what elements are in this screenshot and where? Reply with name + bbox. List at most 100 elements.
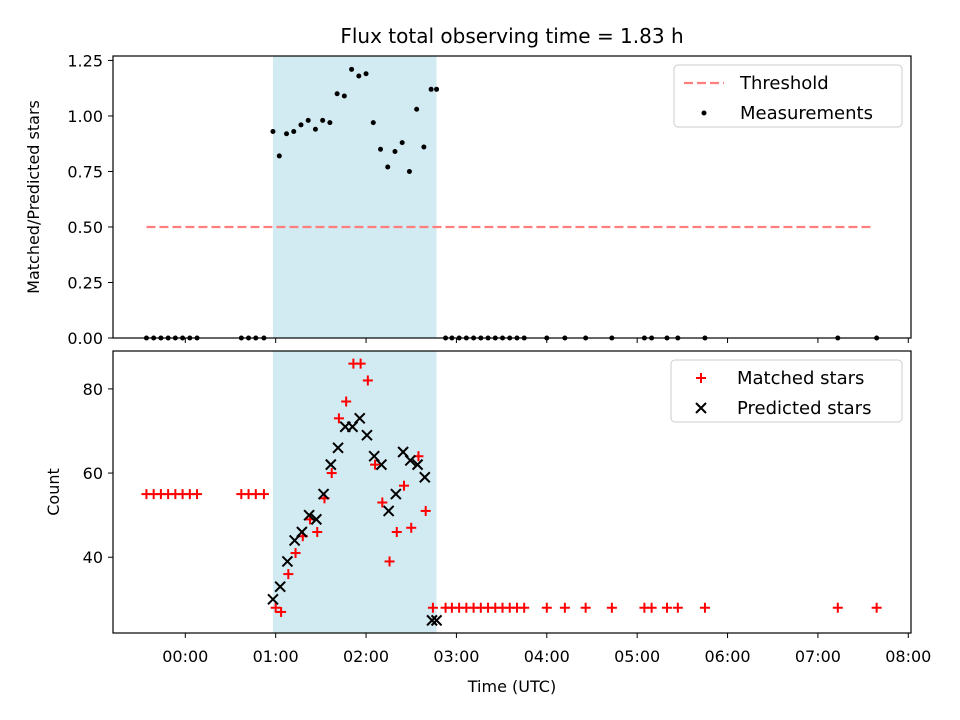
point-1-1-0 xyxy=(267,593,279,606)
legend-label-0-1: Measurements xyxy=(740,103,873,124)
point-1-0-49 xyxy=(580,602,591,613)
point-0-0-32 xyxy=(414,106,420,112)
point-1-1-9 xyxy=(332,442,344,454)
point-1-0-46 xyxy=(519,602,530,613)
observing-span-1 xyxy=(272,351,437,633)
point-1-0-15 xyxy=(290,548,301,559)
legend-box-0 xyxy=(673,64,903,128)
x-tick-label-2: 02:00 xyxy=(343,647,389,666)
legend-predicted-swatch xyxy=(695,402,707,414)
point-1-0-47 xyxy=(541,602,552,613)
plot-frame-1 xyxy=(112,350,912,634)
point-1-1-1 xyxy=(274,580,286,593)
legend-label-1-0: Matched stars xyxy=(737,368,864,389)
point-0-0-14 xyxy=(284,131,290,137)
y-tick-label-1-2: 80 xyxy=(83,380,103,399)
point-1-0-34 xyxy=(427,602,438,613)
point-1-1-13 xyxy=(361,429,373,441)
point-1-1-21 xyxy=(419,471,431,483)
point-0-0-34 xyxy=(428,86,434,92)
point-0-0-30 xyxy=(399,140,405,146)
x-tick-label-7: 07:00 xyxy=(795,647,841,666)
point-1-0-11 xyxy=(258,489,269,500)
point-1-0-31 xyxy=(406,522,417,533)
point-1-0-27 xyxy=(377,497,388,508)
point-1-0-48 xyxy=(559,602,570,613)
point-0-0-13 xyxy=(276,153,282,159)
point-0-0-22 xyxy=(341,93,347,99)
point-0-0-21 xyxy=(334,91,340,97)
point-1-1-20 xyxy=(411,458,424,471)
point-1-1-4 xyxy=(296,526,308,538)
point-0-0-15 xyxy=(291,128,297,134)
point-0-0-33 xyxy=(421,144,427,150)
x-tick-label-5: 05:00 xyxy=(614,647,660,666)
y-tick-label-0-3: 0.75 xyxy=(67,162,103,181)
x-tick-label-3: 03:00 xyxy=(433,647,479,666)
point-1-0-26 xyxy=(370,459,381,470)
point-0-0-35 xyxy=(434,86,440,92)
x-tick-label-1: 01:00 xyxy=(253,647,299,666)
point-1-0-7 xyxy=(192,489,203,500)
point-1-0-55 xyxy=(699,602,710,613)
point-1-0-18 xyxy=(312,526,323,537)
point-1-1-22 xyxy=(426,614,438,627)
ratio-panel: 0.00 0.25 0.50 0.75 1.00 1.25 Threshold Measure… xyxy=(67,51,912,348)
point-0-0-27 xyxy=(378,146,384,152)
point-1-1-7 xyxy=(317,488,330,500)
series-1-0 xyxy=(141,358,882,617)
chart-title: Flux total observing time = 1.83 h xyxy=(340,24,683,48)
point-0-0-17 xyxy=(305,117,311,123)
point-1-1-5 xyxy=(303,509,315,521)
y-tick-label-0-0: 0.00 xyxy=(67,329,103,348)
point-1-0-28 xyxy=(384,556,395,567)
point-1-0-33 xyxy=(420,505,431,516)
point-1-0-54 xyxy=(672,602,683,613)
x-tick-label-0: 00:00 xyxy=(162,647,208,666)
count-panel: 40 60 80 00:00 01:00 02:00 03:00 04:00 05:00 06:0… xyxy=(83,350,931,666)
point-1-0-25 xyxy=(362,375,373,386)
point-1-0-14 xyxy=(283,569,294,580)
y-tick-label-0-5: 1.25 xyxy=(67,51,103,70)
point-1-0-52 xyxy=(646,602,657,613)
point-1-0-12 xyxy=(270,602,281,613)
point-0-0-23 xyxy=(349,66,355,72)
y-tick-label-0-4: 1.00 xyxy=(67,107,103,126)
point-1-0-21 xyxy=(333,413,344,424)
y-tick-label-0-2: 0.50 xyxy=(67,218,103,237)
point-1-1-23 xyxy=(430,614,443,627)
point-1-0-57 xyxy=(871,602,882,613)
legend-label-1-1: Predicted stars xyxy=(737,398,871,419)
observing-span-0 xyxy=(272,56,437,338)
point-0-0-29 xyxy=(392,148,398,154)
y-tick-label-0-1: 0.25 xyxy=(67,273,103,292)
legend-box-1 xyxy=(670,359,903,423)
point-1-1-2 xyxy=(281,555,294,568)
y-axis-label-bottom: Count xyxy=(44,468,63,516)
point-1-0-56 xyxy=(832,602,843,613)
x-tick-label-8: 08:00 xyxy=(885,647,931,666)
point-1-1-8 xyxy=(325,458,337,471)
legend-label-0-0: Threshold xyxy=(739,73,829,94)
legend-matched-swatch xyxy=(696,373,706,383)
x-axis-label: Time (UTC) xyxy=(467,677,556,696)
point-0-0-25 xyxy=(363,71,369,77)
point-1-1-12 xyxy=(354,412,366,425)
point-1-1-19 xyxy=(404,454,417,467)
point-1-0-50 xyxy=(606,602,617,613)
legend-1: Matched stars Predicted stars xyxy=(670,359,903,423)
point-1-0-29 xyxy=(391,526,402,537)
point-1-1-16 xyxy=(382,505,395,517)
point-0-0-20 xyxy=(327,120,333,126)
point-1-0-30 xyxy=(399,480,410,491)
point-1-0-24 xyxy=(355,358,366,369)
x-tick-label-4: 04:00 xyxy=(524,647,570,666)
point-0-0-19 xyxy=(320,117,326,123)
point-0-0-18 xyxy=(312,126,318,132)
x-tick-label-6: 06:00 xyxy=(704,647,750,666)
point-0-0-12 xyxy=(270,128,276,134)
y-axis-label-top: Matched/Predicted stars xyxy=(24,100,43,294)
point-0-0-24 xyxy=(356,73,362,79)
plot-frame-0 xyxy=(112,55,912,339)
